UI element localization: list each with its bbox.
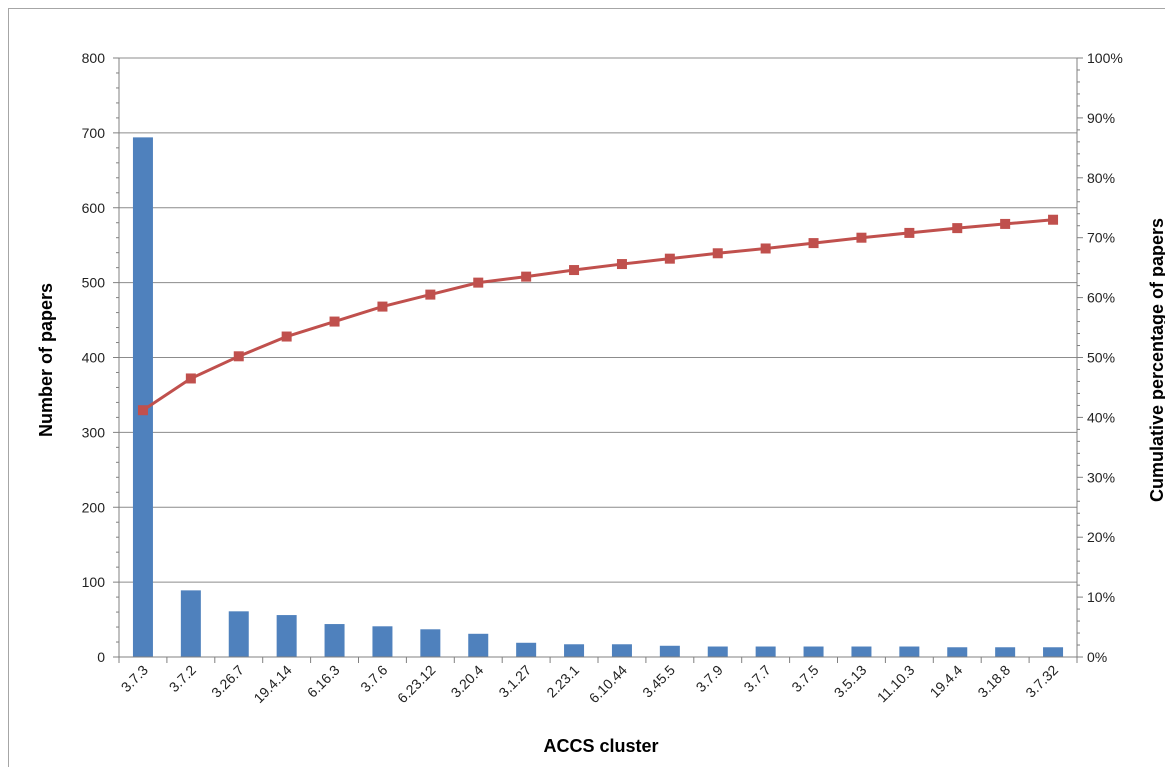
x-tick-label: 3.45.5 (639, 662, 678, 701)
bar (755, 646, 776, 657)
y2-tick-label: 30% (1087, 469, 1115, 485)
x-tick-label: 19.4.14 (250, 662, 294, 706)
y2-tick-label: 80% (1087, 170, 1115, 186)
cumulative-line (142, 218, 1054, 412)
bar (947, 647, 968, 657)
line-marker (569, 265, 580, 276)
x-tick-label: 2.23.1 (543, 662, 582, 701)
line-marker (952, 223, 963, 234)
x-tick-label: 3.7.9 (693, 662, 726, 695)
x-tick-label: 3.1.27 (495, 662, 534, 701)
line-marker (473, 277, 484, 288)
x-tick-label: 3.26.7 (208, 662, 247, 701)
bar (564, 644, 585, 657)
line-marker (137, 405, 148, 416)
y2-tick-label: 10% (1087, 589, 1115, 605)
y-axis-title: Number of papers (36, 283, 56, 437)
x-tick-label: 3.7.6 (357, 662, 390, 695)
bar (707, 646, 728, 657)
x-tick-label: 3.7.32 (1022, 662, 1061, 701)
x-tick-label: 3.7.5 (788, 662, 821, 695)
line-marker (664, 253, 675, 264)
y2-axis-title: Cumulative percentage of papers (1147, 218, 1165, 502)
x-tick-label: 3.7.2 (166, 662, 199, 695)
y-tick-label: 400 (82, 350, 106, 366)
bar (180, 590, 201, 657)
bar-series (132, 137, 1064, 657)
y-tick-label: 600 (82, 200, 106, 216)
y-tick-label: 800 (82, 50, 106, 66)
line-marker (521, 271, 532, 282)
bar (659, 645, 680, 657)
x-tick-label: 6.10.44 (586, 662, 630, 706)
x-tick-label: 3.20.4 (448, 662, 487, 701)
y-tick-label: 700 (82, 125, 106, 141)
bar (372, 626, 393, 657)
line-marker (281, 331, 292, 342)
bar (276, 615, 297, 657)
x-tick-label: 6.16.3 (304, 662, 343, 701)
y-tick-label: 200 (82, 499, 106, 515)
bar (899, 646, 920, 657)
gridlines (119, 57, 1077, 583)
y2-tick-label: 100% (1087, 50, 1123, 66)
bar (228, 611, 249, 657)
y2-tick-label: 60% (1087, 290, 1115, 306)
x-tick-label: 19.4.4 (927, 662, 966, 701)
axes (113, 57, 1083, 663)
line-marker (616, 259, 627, 270)
line-marker (712, 248, 723, 259)
y-tick-label: 500 (82, 275, 106, 291)
line-marker (760, 243, 771, 254)
x-tick-label: 6.23.12 (394, 662, 438, 706)
x-tick-label: 3.5.13 (831, 662, 870, 701)
cumulative-line-series (137, 214, 1059, 416)
x-tick-label: 11.10.3 (874, 662, 918, 706)
bar (851, 646, 872, 657)
y2-tick-label: 20% (1087, 529, 1115, 545)
line-marker (1000, 218, 1011, 229)
y2-tick-label: 70% (1087, 230, 1115, 246)
x-axis-title: ACCS cluster (543, 736, 658, 756)
bar (995, 647, 1016, 657)
line-marker (856, 232, 867, 243)
y2-tick-label: 90% (1087, 110, 1115, 126)
line-marker (185, 373, 196, 384)
chart-frame (8, 8, 1165, 767)
bar (468, 633, 489, 657)
line-marker (425, 289, 436, 300)
bar (803, 646, 824, 657)
line-marker (329, 316, 340, 327)
x-tick-label: 3.7.3 (118, 662, 151, 695)
bar (420, 629, 441, 657)
bar (516, 642, 537, 657)
y2-tick-label: 0% (1087, 649, 1107, 665)
x-tick-label: 3.18.8 (974, 662, 1013, 701)
line-marker (1048, 214, 1059, 225)
line-marker (808, 238, 819, 249)
y-tick-label: 100 (82, 574, 106, 590)
bar (132, 137, 153, 657)
line-marker (904, 227, 915, 238)
bar (611, 644, 632, 657)
x-tick-label: 3.7.7 (740, 662, 773, 695)
y-tick-label: 300 (82, 424, 106, 440)
y2-tick-label: 40% (1087, 409, 1115, 425)
line-marker (233, 351, 244, 362)
bar (1043, 647, 1064, 657)
line-marker (377, 301, 388, 312)
y-tick-label: 0 (97, 649, 105, 665)
y2-tick-label: 50% (1087, 350, 1115, 366)
bar (324, 624, 345, 657)
tick-labels: 0 100 200 300 400 500 600 700 800 0% 10% 20% 30% 40% 5… (82, 50, 1123, 706)
